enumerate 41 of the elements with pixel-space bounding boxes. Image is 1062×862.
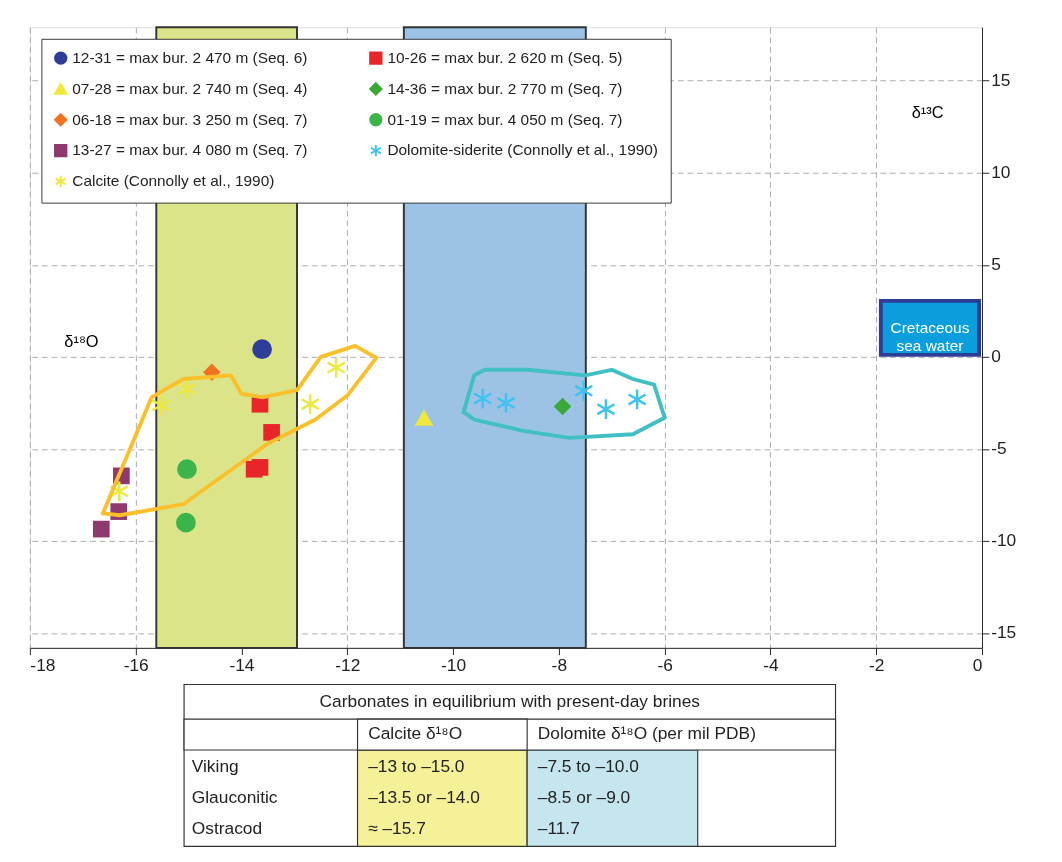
legend-label: 10-26 = max bur. 2 620 m (Seq. 5) <box>387 48 623 66</box>
y-tick-label: -10 <box>991 530 1017 551</box>
y-axis-title: δ¹³C <box>911 103 944 122</box>
x-tick-label: -6 <box>657 654 673 675</box>
legend-label: Calcite (Connolly et al., 1990) <box>72 172 275 190</box>
x-tick-label: 0 <box>972 654 983 675</box>
legend-label: 12-31 = max bur. 2 470 m (Seq. 6) <box>72 48 308 66</box>
text: Ostracod <box>191 817 263 838</box>
x-tick-label: -10 <box>441 654 467 675</box>
text: Glauconitic <box>191 787 278 808</box>
legend-label: 13-27 = max bur. 4 080 m (Seq. 7) <box>72 141 308 159</box>
text: –13 to –15.0 <box>368 756 465 777</box>
x-axis-title: δ¹⁸O <box>64 331 99 350</box>
legend-label: Dolomite-siderite (Connolly et al., 1990) <box>387 141 658 159</box>
y-tick-label: -15 <box>991 622 1017 643</box>
text: –11.7 <box>537 817 580 838</box>
annotation: Cretaceous sea water <box>890 318 970 355</box>
x-tick-label: -8 <box>551 654 568 675</box>
y-tick-label: 15 <box>991 69 1011 90</box>
x-tick-label: -4 <box>763 654 779 675</box>
x-tick-label: -12 <box>335 654 361 675</box>
legend-label: 07-28 = max bur. 2 740 m (Seq. 4) <box>72 79 308 97</box>
x-tick-label: -18 <box>30 654 56 675</box>
text: Viking <box>191 756 239 777</box>
text: Dolomite δ¹⁸O (per mil PDB) <box>537 723 756 744</box>
x-tick-label: -16 <box>123 654 149 675</box>
legend-label: 14-36 = max bur. 2 770 m (Seq. 7) <box>387 79 623 97</box>
x-tick-label: -14 <box>229 654 255 675</box>
text: –13.5 or –14.0 <box>368 787 480 808</box>
legend-label: 01-19 = max bur. 4 050 m (Seq. 7) <box>387 110 623 128</box>
text: Carbonates in equilibrium with present-day brines <box>319 690 701 711</box>
y-tick-label: 10 <box>991 162 1011 183</box>
text: ≈ –15.7 <box>368 817 426 838</box>
x-tick-label: -2 <box>868 654 885 675</box>
text: –8.5 or –9.0 <box>537 787 631 808</box>
text: Calcite δ¹⁸O <box>368 723 463 744</box>
legend-label: 06-18 = max bur. 3 250 m (Seq. 7) <box>72 110 308 128</box>
y-tick-label: -5 <box>991 438 1007 459</box>
text: –7.5 to –10.0 <box>537 756 639 777</box>
y-tick-label: 5 <box>991 254 1001 275</box>
y-tick-label: 0 <box>991 346 1001 367</box>
